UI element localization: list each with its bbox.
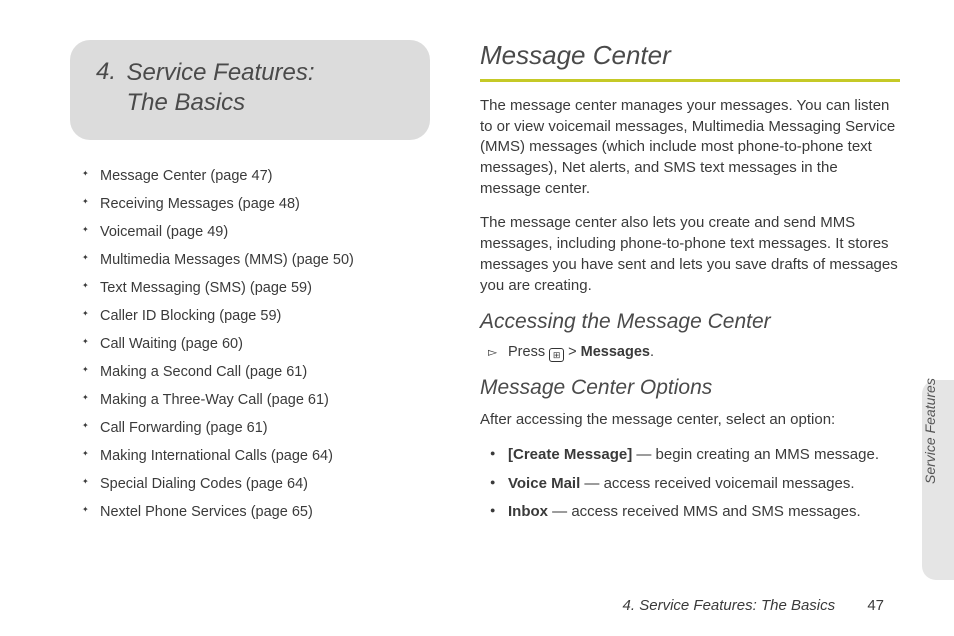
body-paragraph: The message center manages your messages…: [480, 96, 900, 199]
toc-item: Multimedia Messages (MMS) (page 50): [82, 252, 430, 268]
toc-list: Message Center (page 47) Receiving Messa…: [70, 168, 430, 520]
toc-item: Nextel Phone Services (page 65): [82, 504, 430, 520]
toc-item: Special Dialing Codes (page 64): [82, 476, 430, 492]
page-number: 47: [867, 597, 884, 614]
toc-item: Making a Three-Way Call (page 61): [82, 392, 430, 408]
subsection-title: Message Center Options: [480, 376, 900, 400]
chapter-title: Service Features: The Basics: [126, 58, 314, 118]
chapter-heading-box: 4. Service Features: The Basics: [70, 40, 430, 140]
toc-item: Text Messaging (SMS) (page 59): [82, 280, 430, 296]
toc-item: Call Waiting (page 60): [82, 336, 430, 352]
options-list: [Create Message] — begin creating an MMS…: [480, 445, 900, 523]
side-tab: Service Features: [922, 380, 954, 580]
side-tab-label: Service Features: [922, 378, 938, 484]
menu-key-icon: ⊞: [549, 348, 564, 362]
section-title: Message Center: [480, 40, 900, 71]
body-paragraph: After accessing the message center, sele…: [480, 410, 900, 431]
toc-item: Voicemail (page 49): [82, 224, 430, 240]
toc-item: Making International Calls (page 64): [82, 448, 430, 464]
body-paragraph: The message center also lets you create …: [480, 213, 900, 296]
section-rule: [480, 79, 900, 82]
chapter-number: 4.: [96, 58, 116, 86]
page-footer: 4. Service Features: The Basics 47: [623, 597, 884, 614]
option-item: [Create Message] — begin creating an MMS…: [490, 445, 900, 466]
toc-item: Call Forwarding (page 61): [82, 420, 430, 436]
option-item: Voice Mail — access received voicemail m…: [490, 474, 900, 495]
footer-text: 4. Service Features: The Basics: [623, 597, 836, 614]
toc-item: Receiving Messages (page 48): [82, 196, 430, 212]
subsection-title: Accessing the Message Center: [480, 310, 900, 334]
toc-item: Message Center (page 47): [82, 168, 430, 184]
toc-item: Caller ID Blocking (page 59): [82, 308, 430, 324]
option-item: Inbox — access received MMS and SMS mess…: [490, 502, 900, 523]
toc-item: Making a Second Call (page 61): [82, 364, 430, 380]
instruction-step: Press ⊞ > Messages.: [480, 344, 900, 362]
